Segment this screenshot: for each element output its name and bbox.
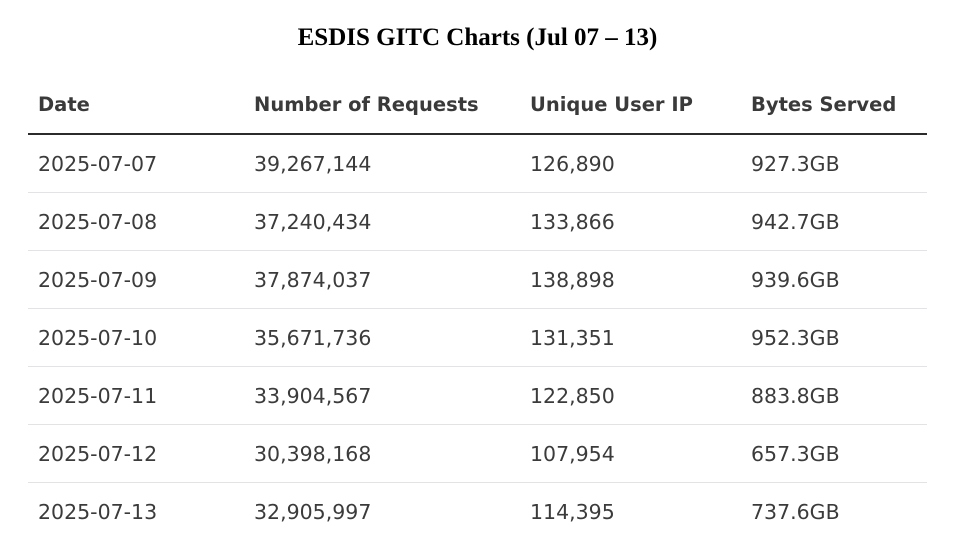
unique-ip-cell: 126,890 [530, 151, 615, 176]
date-cell: 2025-07-13 [38, 499, 158, 524]
column-header-date: Date [38, 93, 90, 116]
bytes-cell: 657.3GB [751, 441, 840, 466]
date-cell: 2025-07-12 [38, 441, 158, 466]
table-row: 2025-07-13 32,905,997 114,395 737.6GB [28, 483, 927, 540]
data-table: Date Number of Requests Unique User IP B… [28, 76, 927, 540]
chart-title: ESDIS GITC Charts (Jul 07 – 13) [297, 24, 658, 51]
column-header-bytes: Bytes Served [751, 93, 897, 116]
bytes-cell: 737.6GB [751, 499, 840, 524]
unique-ip-cell: 131,351 [530, 325, 615, 350]
date-cell: 2025-07-10 [38, 325, 158, 350]
unique-ip-cell: 133,866 [530, 209, 615, 234]
table-row: 2025-07-09 37,874,037 138,898 939.6GB [28, 251, 927, 309]
table-row: 2025-07-11 33,904,567 122,850 883.8GB [28, 367, 927, 425]
date-cell: 2025-07-11 [38, 383, 158, 408]
requests-cell: 37,240,434 [254, 209, 372, 234]
date-cell: 2025-07-08 [38, 209, 158, 234]
requests-cell: 32,905,997 [254, 499, 372, 524]
date-cell: 2025-07-09 [38, 267, 158, 292]
requests-cell: 39,267,144 [254, 151, 372, 176]
date-cell: 2025-07-07 [38, 151, 158, 176]
unique-ip-cell: 107,954 [530, 441, 615, 466]
unique-ip-cell: 138,898 [530, 267, 615, 292]
bytes-cell: 939.6GB [751, 267, 840, 292]
unique-ip-cell: 122,850 [530, 383, 615, 408]
column-header-requests: Number of Requests [254, 93, 479, 116]
column-header-unique-ip: Unique User IP [530, 93, 693, 116]
bytes-cell: 927.3GB [751, 151, 840, 176]
table-row: 2025-07-07 39,267,144 126,890 927.3GB [28, 135, 927, 193]
bytes-cell: 942.7GB [751, 209, 840, 234]
requests-cell: 35,671,736 [254, 325, 372, 350]
bytes-cell: 952.3GB [751, 325, 840, 350]
table-header-row: Date Number of Requests Unique User IP B… [28, 76, 927, 135]
requests-cell: 37,874,037 [254, 267, 372, 292]
requests-cell: 30,398,168 [254, 441, 372, 466]
table-row: 2025-07-08 37,240,434 133,866 942.7GB [28, 193, 927, 251]
table-row: 2025-07-12 30,398,168 107,954 657.3GB [28, 425, 927, 483]
unique-ip-cell: 114,395 [530, 499, 615, 524]
requests-cell: 33,904,567 [254, 383, 372, 408]
table-row: 2025-07-10 35,671,736 131,351 952.3GB [28, 309, 927, 367]
bytes-cell: 883.8GB [751, 383, 840, 408]
